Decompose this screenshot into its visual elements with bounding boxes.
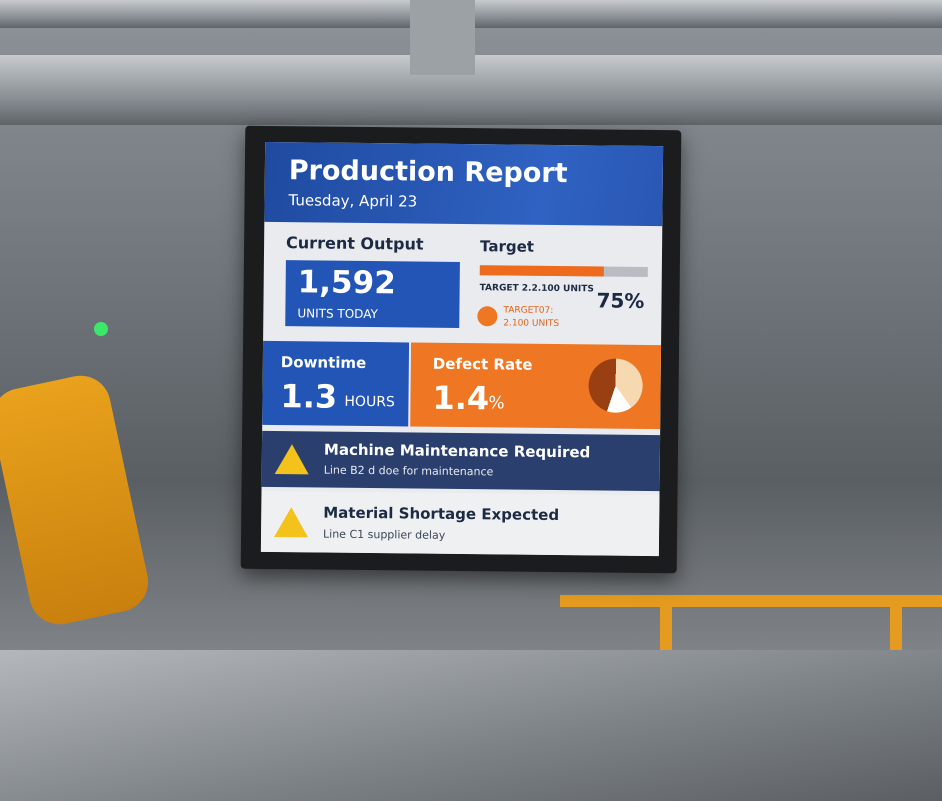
defect-label: Defect Rate <box>432 354 533 374</box>
warning-icon <box>274 444 309 475</box>
dashboard: Production Report Tuesday, April 23 Curr… <box>260 141 664 557</box>
output-box: 1,592 UNITS TODAY <box>285 260 460 328</box>
defect-unit: % <box>488 393 505 414</box>
output-value: 1,592 <box>297 264 396 302</box>
target-note: TARGET07: <box>503 305 554 316</box>
signal-light <box>94 322 108 336</box>
downtime-box: Downtime 1.3 HOURS <box>262 340 410 427</box>
defect-icon <box>588 358 643 413</box>
conveyor <box>0 650 942 801</box>
target-note: 2.100 UNITS <box>503 318 560 330</box>
alert-title: Machine Maintenance Required <box>323 440 591 462</box>
output-label: Current Output <box>286 233 424 254</box>
title: Production Report <box>288 155 568 190</box>
defect-value: 1.4 <box>432 378 490 418</box>
warning-icon <box>274 507 309 538</box>
alert-row: Material Shortage Expected Line C1 suppl… <box>260 490 660 557</box>
alert-row: Machine Maintenance Required Line B2 d d… <box>261 430 661 492</box>
alert-detail: Line C1 supplier delay <box>322 527 446 542</box>
mount-bracket <box>410 0 475 75</box>
target-label: Target <box>479 237 535 256</box>
target-percent: 75% <box>596 288 645 313</box>
downtime-label: Downtime <box>280 353 367 373</box>
target-bar-label: TARGET 2.2.100 UNITS <box>479 283 594 295</box>
target-bar-track <box>479 265 648 277</box>
output-unit: UNITS TODAY <box>297 306 378 322</box>
robot-arm <box>0 370 154 630</box>
defect-box: Defect Rate 1.4 % <box>410 342 662 430</box>
date: Tuesday, April 23 <box>288 191 418 211</box>
target-bar-fill <box>479 265 604 277</box>
downtime-value: 1.3 <box>280 377 338 416</box>
header: Production Report Tuesday, April 23 <box>264 141 664 227</box>
target-icon <box>477 306 498 327</box>
alert-detail: Line B2 d doe for maintenance <box>323 463 494 479</box>
railing <box>560 595 942 607</box>
downtime-unit: HOURS <box>344 393 395 411</box>
display-screen: Production Report Tuesday, April 23 Curr… <box>240 125 682 574</box>
alert-title: Material Shortage Expected <box>323 503 560 525</box>
